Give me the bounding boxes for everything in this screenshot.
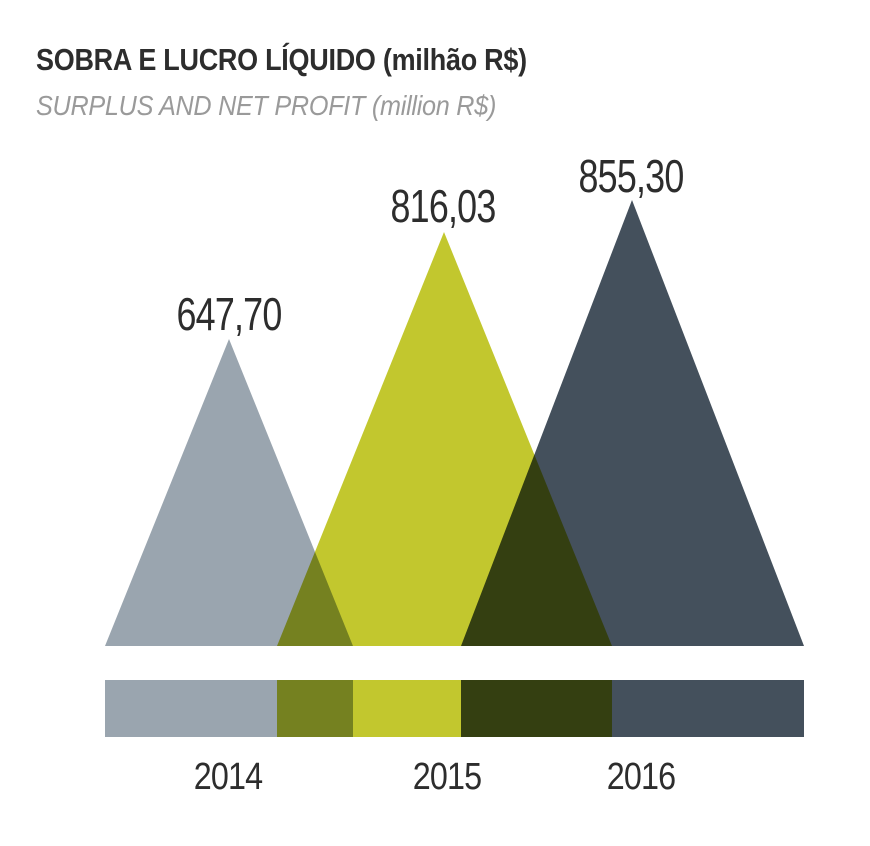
year-label-2014: 2014 xyxy=(193,756,263,798)
year-label-2016: 2016 xyxy=(606,756,676,798)
chart-subtitle: SURPLUS AND NET PROFIT (million R$) xyxy=(36,90,497,121)
value-label-2014: 647,70 xyxy=(176,288,282,340)
year-label-2015: 2015 xyxy=(412,756,482,798)
triangle-2014 xyxy=(105,339,353,646)
baseline-strip-segment-2016 xyxy=(461,680,804,737)
chart-title: SOBRA E LUCRO LÍQUIDO (milhão R$) xyxy=(36,42,527,77)
triangle-2016 xyxy=(461,200,804,646)
value-label-2015: 816,03 xyxy=(390,180,496,232)
value-label-2016: 855,30 xyxy=(578,150,684,202)
